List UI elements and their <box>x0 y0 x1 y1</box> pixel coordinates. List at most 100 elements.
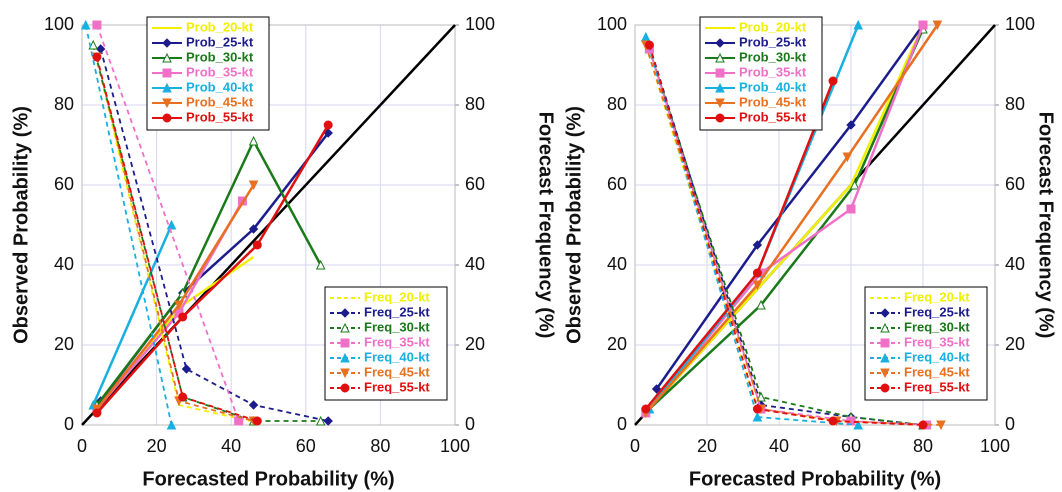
y2-axis-title: Forecast Frequency (%) <box>535 112 557 339</box>
point <box>918 20 928 30</box>
point <box>162 113 172 123</box>
legend-label: Prob_55-kt <box>186 109 254 124</box>
point <box>752 411 763 422</box>
point <box>323 120 333 130</box>
point <box>340 352 350 363</box>
point <box>752 404 762 414</box>
legend-label: Prob_25-kt <box>739 34 807 49</box>
x-axis-title: Forecasted Probability (%) <box>142 468 394 490</box>
point <box>178 392 188 402</box>
legend-label: Prob_55-kt <box>739 109 807 124</box>
legend: Freq_20-ktFreq_25-ktFreq_30-ktFreq_35-kt… <box>864 286 988 401</box>
point <box>880 383 890 393</box>
legend-label: Prob_25-kt <box>186 34 254 49</box>
legend-label: Freq_40-kt <box>904 349 970 364</box>
series-line <box>99 48 329 422</box>
series-line <box>644 24 925 414</box>
y2-tick-label: 100 <box>465 14 495 34</box>
series-line <box>648 48 927 426</box>
point <box>828 76 838 86</box>
point <box>715 38 725 48</box>
y-tick-label: 40 <box>607 254 627 274</box>
point <box>162 98 172 109</box>
legend-label: Prob_20-kt <box>739 19 807 34</box>
y2-tick-label: 0 <box>1005 414 1015 434</box>
y-axis-title: Observed Probability (%) <box>10 106 32 344</box>
y-tick-label: 100 <box>44 14 74 34</box>
y2-tick-label: 80 <box>465 94 485 114</box>
point <box>853 19 864 30</box>
x-tick-label: 60 <box>841 436 861 456</box>
point <box>248 180 259 191</box>
x-tick-label: 60 <box>296 436 316 456</box>
y-tick-label: 0 <box>617 414 627 434</box>
legend-label: Prob_30-kt <box>186 49 254 64</box>
y-tick-label: 60 <box>54 174 74 194</box>
point <box>880 338 890 348</box>
chart-panel: 0 20 40 60 80 100020406080100020406080100Fore… <box>563 14 1056 491</box>
legend-label: Freq_20-kt <box>904 289 970 304</box>
legend: Freq_20-ktFreq_25-ktFreq_30-ktFreq_35-kt… <box>324 286 448 401</box>
y2-tick-label: 40 <box>465 254 485 274</box>
legend-label: Freq_45-kt <box>364 364 430 379</box>
point <box>178 312 188 322</box>
point <box>715 113 725 123</box>
legend-label: Prob_45-kt <box>186 94 254 109</box>
y-axis-title: Observed Probability (%) <box>563 106 585 344</box>
point <box>842 152 853 163</box>
x-tick-label: 20 <box>147 436 167 456</box>
legend-label: Prob_35-kt <box>186 64 254 79</box>
point <box>846 204 856 214</box>
chart-panel: 0 20 40 60 80 100020406080100020406080100Fore… <box>10 14 556 491</box>
y-tick-label: 40 <box>54 254 74 274</box>
y2-tick-label: 100 <box>1005 14 1035 34</box>
point <box>162 38 172 48</box>
legend-label: Freq_40-kt <box>364 349 430 364</box>
point <box>715 82 725 93</box>
series-line <box>648 28 925 410</box>
point <box>80 19 91 30</box>
point <box>880 308 890 318</box>
point <box>644 40 654 50</box>
point <box>166 419 177 430</box>
point <box>715 52 725 63</box>
series-line <box>655 24 925 390</box>
point <box>918 420 928 430</box>
y-tick-label: 0 <box>64 414 74 434</box>
point <box>752 240 763 250</box>
point <box>92 408 102 418</box>
point <box>162 52 172 63</box>
series-line <box>95 124 330 414</box>
point <box>756 299 766 310</box>
point <box>846 120 856 130</box>
y2-tick-label: 40 <box>1005 254 1025 274</box>
point <box>162 82 172 93</box>
y-tick-label: 60 <box>607 174 627 194</box>
point <box>880 368 890 379</box>
legend-label: Freq_55-kt <box>904 379 970 394</box>
x-tick-label: 40 <box>769 436 789 456</box>
y2-axis-title: Forecast Frequency (%) <box>1035 112 1057 339</box>
point <box>248 135 259 146</box>
legend-label: Prob_45-kt <box>739 94 807 109</box>
legend-label: Prob_20-kt <box>186 19 254 34</box>
y2-tick-label: 0 <box>465 414 475 434</box>
point <box>651 384 662 394</box>
series-line <box>95 138 322 406</box>
point <box>315 259 326 270</box>
x-tick-label: 100 <box>980 436 1010 456</box>
series-line <box>96 24 240 422</box>
legend-label: Freq_25-kt <box>904 304 970 319</box>
x-tick-label: 0 <box>630 436 640 456</box>
series-line <box>644 24 939 414</box>
point <box>880 352 890 363</box>
legend-label: Freq_25-kt <box>364 304 430 319</box>
point <box>252 240 262 250</box>
legend-label: Prob_40-kt <box>739 79 807 94</box>
point <box>92 52 102 62</box>
point <box>340 338 350 348</box>
point <box>340 368 350 379</box>
y2-tick-label: 20 <box>1005 334 1025 354</box>
legend-label: Freq_35-kt <box>364 334 430 349</box>
